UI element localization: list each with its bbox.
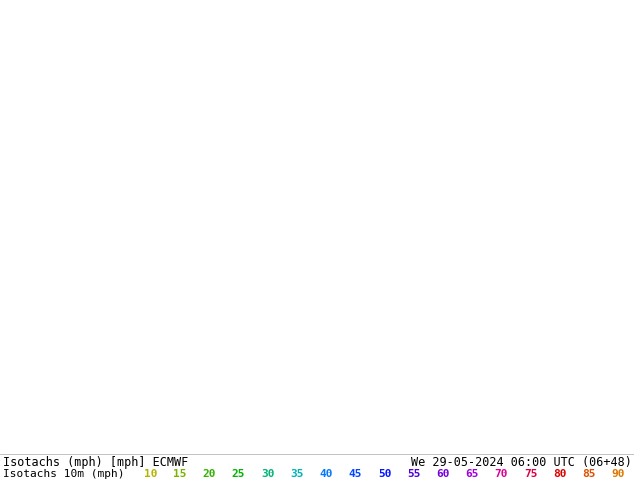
Text: 15: 15 <box>173 469 187 479</box>
Text: 35: 35 <box>290 469 304 479</box>
Text: 20: 20 <box>203 469 216 479</box>
Text: We 29-05-2024 06:00 UTC (06+48): We 29-05-2024 06:00 UTC (06+48) <box>411 456 631 469</box>
Text: 70: 70 <box>495 469 508 479</box>
Text: 75: 75 <box>524 469 537 479</box>
Text: 90: 90 <box>611 469 625 479</box>
Text: 55: 55 <box>407 469 420 479</box>
Text: Isotachs 10m (mph): Isotachs 10m (mph) <box>3 469 124 479</box>
Text: 45: 45 <box>349 469 362 479</box>
Text: 10: 10 <box>144 469 158 479</box>
Text: 65: 65 <box>465 469 479 479</box>
Text: 30: 30 <box>261 469 275 479</box>
Text: 60: 60 <box>436 469 450 479</box>
Text: 50: 50 <box>378 469 391 479</box>
Text: 40: 40 <box>320 469 333 479</box>
Text: 25: 25 <box>232 469 245 479</box>
Text: Isotachs (mph) [mph] ECMWF: Isotachs (mph) [mph] ECMWF <box>3 456 188 469</box>
Text: 85: 85 <box>582 469 596 479</box>
Text: 80: 80 <box>553 469 566 479</box>
